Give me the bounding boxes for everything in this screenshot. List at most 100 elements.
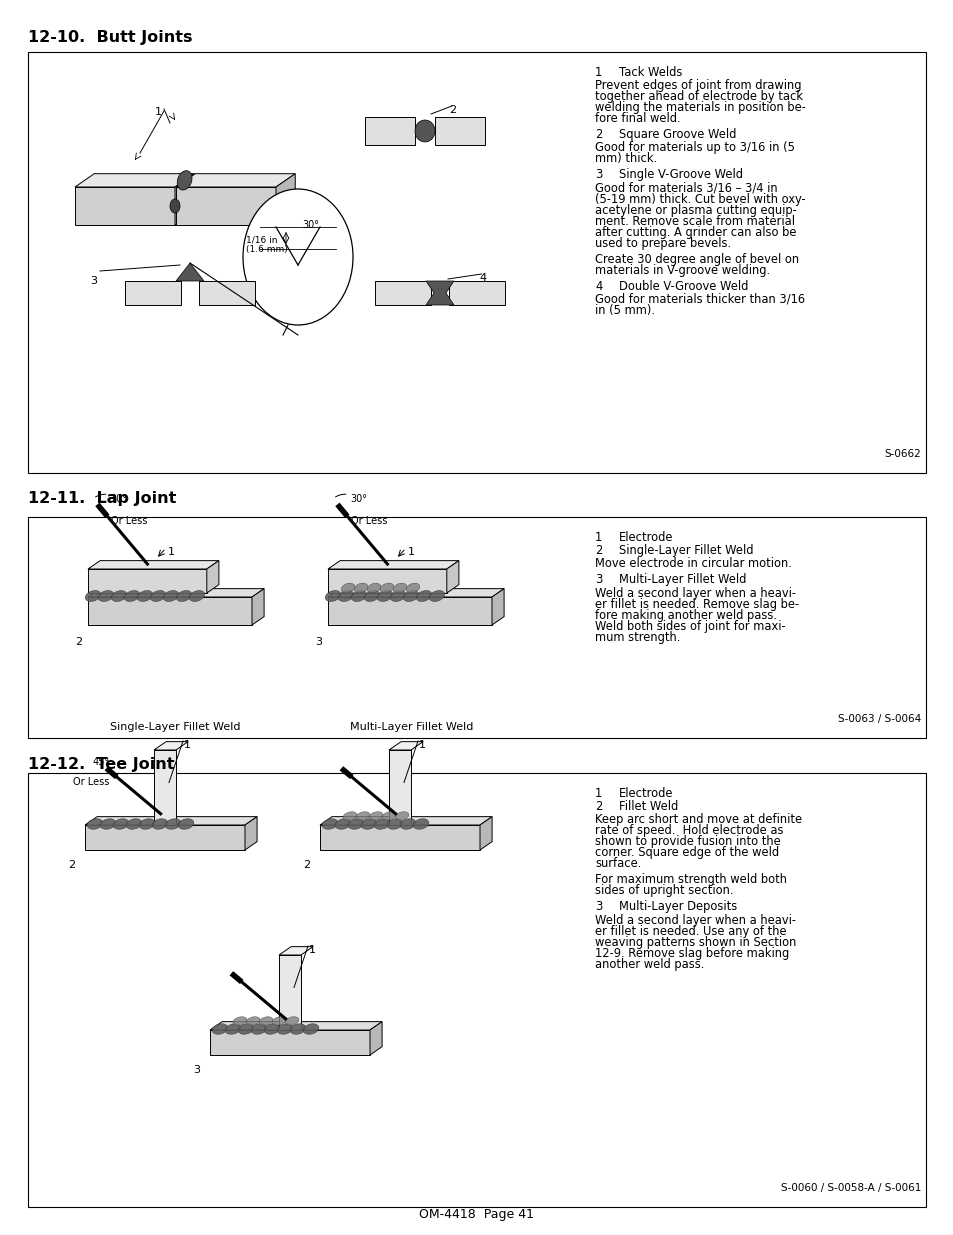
Text: together ahead of electrode by tack: together ahead of electrode by tack — [595, 90, 802, 104]
Bar — [28, 773, 925, 1207]
Text: er fillet is needed. Use any of the: er fillet is needed. Use any of the — [595, 925, 786, 937]
Text: 2: 2 — [595, 800, 601, 813]
Text: 12-9. Remove slag before making: 12-9. Remove slag before making — [595, 946, 788, 960]
Text: materials in V-groove welding.: materials in V-groove welding. — [595, 263, 769, 277]
Text: 2: 2 — [75, 637, 82, 647]
Polygon shape — [175, 186, 275, 225]
Text: 3: 3 — [90, 275, 97, 287]
Text: 1: 1 — [418, 740, 426, 750]
Text: acetylene or plasma cutting equip-: acetylene or plasma cutting equip- — [595, 204, 796, 216]
Polygon shape — [278, 947, 313, 955]
Text: Weld a second layer when a heavi-: Weld a second layer when a heavi- — [595, 587, 795, 600]
Text: 2: 2 — [68, 860, 75, 869]
Ellipse shape — [416, 590, 432, 601]
Ellipse shape — [152, 819, 168, 829]
Ellipse shape — [338, 590, 354, 601]
Ellipse shape — [403, 590, 418, 601]
Text: (1.6 mm): (1.6 mm) — [246, 245, 288, 254]
Ellipse shape — [387, 819, 402, 829]
Ellipse shape — [380, 583, 394, 593]
Polygon shape — [389, 750, 411, 825]
Ellipse shape — [341, 583, 355, 593]
Text: 3: 3 — [595, 573, 601, 587]
Text: S-0662: S-0662 — [883, 450, 920, 459]
Ellipse shape — [348, 819, 363, 829]
Text: Create 30 degree angle of bevel on: Create 30 degree angle of bevel on — [595, 252, 799, 266]
Polygon shape — [174, 174, 194, 225]
Polygon shape — [446, 561, 458, 593]
Text: 3: 3 — [314, 637, 322, 647]
Text: 12-10.  Butt Joints: 12-10. Butt Joints — [28, 30, 193, 44]
Ellipse shape — [290, 1024, 306, 1034]
Text: Prevent edges of joint from drawing: Prevent edges of joint from drawing — [595, 79, 801, 93]
Ellipse shape — [238, 1024, 253, 1034]
Ellipse shape — [399, 819, 416, 829]
Text: Good for materials 3/16 – 3/4 in: Good for materials 3/16 – 3/4 in — [595, 182, 777, 195]
Ellipse shape — [351, 590, 366, 601]
Text: 2: 2 — [595, 128, 601, 141]
Text: Keep arc short and move at definite: Keep arc short and move at definite — [595, 814, 801, 826]
Ellipse shape — [225, 1024, 240, 1034]
Text: Good for materials up to 3/16 in (5: Good for materials up to 3/16 in (5 — [595, 141, 794, 154]
Text: surface.: surface. — [595, 857, 640, 871]
Text: Multi-Layer Fillet Weld: Multi-Layer Fillet Weld — [350, 722, 473, 732]
Text: Single V-Groove Weld: Single V-Groove Weld — [618, 168, 742, 182]
Ellipse shape — [113, 819, 129, 829]
Ellipse shape — [137, 590, 152, 601]
Ellipse shape — [163, 590, 178, 601]
Text: 30°: 30° — [111, 494, 128, 504]
Text: 2: 2 — [303, 860, 310, 869]
Ellipse shape — [343, 811, 356, 820]
Text: mum strength.: mum strength. — [595, 631, 679, 643]
Text: Weld a second layer when a heavi-: Weld a second layer when a heavi- — [595, 914, 795, 926]
Text: 2: 2 — [595, 545, 601, 557]
Text: 1: 1 — [595, 787, 601, 800]
Ellipse shape — [176, 590, 192, 601]
Ellipse shape — [85, 590, 101, 601]
Text: 45°: 45° — [92, 757, 110, 767]
Text: fore making another weld pass.: fore making another weld pass. — [595, 609, 776, 621]
Text: 30°: 30° — [302, 220, 318, 230]
Ellipse shape — [285, 1016, 298, 1025]
Ellipse shape — [112, 590, 127, 601]
Bar — [375, 282, 431, 305]
Text: in (5 mm).: in (5 mm). — [595, 304, 655, 316]
Text: 1: 1 — [184, 740, 191, 750]
Text: S-0060 / S-0058-A / S-0061: S-0060 / S-0058-A / S-0061 — [780, 1183, 920, 1193]
Ellipse shape — [415, 120, 435, 142]
Bar — [199, 282, 254, 305]
Ellipse shape — [165, 819, 181, 829]
Text: Weld both sides of joint for maxi-: Weld both sides of joint for maxi- — [595, 620, 785, 632]
Ellipse shape — [178, 819, 193, 829]
Text: sides of upright section.: sides of upright section. — [595, 884, 733, 898]
Ellipse shape — [212, 1024, 228, 1034]
Text: 3: 3 — [193, 1065, 200, 1074]
Polygon shape — [210, 1030, 370, 1055]
Ellipse shape — [251, 1024, 267, 1034]
Text: 1: 1 — [168, 547, 174, 557]
Polygon shape — [328, 569, 446, 593]
Text: mm) thick.: mm) thick. — [595, 152, 657, 165]
Text: 1/16 in: 1/16 in — [246, 235, 277, 245]
Text: S-0063 / S-0064: S-0063 / S-0064 — [837, 714, 920, 724]
Ellipse shape — [390, 590, 405, 601]
Text: corner. Square edge of the weld: corner. Square edge of the weld — [595, 846, 779, 860]
Ellipse shape — [259, 1016, 273, 1025]
Text: Double V-Groove Weld: Double V-Groove Weld — [618, 279, 747, 293]
Bar — [28, 517, 925, 739]
Text: welding the materials in position be-: welding the materials in position be- — [595, 101, 805, 114]
Polygon shape — [175, 174, 294, 186]
Ellipse shape — [100, 819, 115, 829]
Polygon shape — [88, 597, 252, 625]
Ellipse shape — [126, 819, 142, 829]
Bar — [365, 117, 415, 144]
Text: Electrode: Electrode — [618, 787, 673, 800]
Ellipse shape — [98, 590, 113, 601]
Ellipse shape — [369, 811, 382, 820]
Polygon shape — [370, 1021, 382, 1055]
Bar — [28, 52, 925, 473]
Text: Single-Layer Fillet Weld: Single-Layer Fillet Weld — [110, 722, 240, 732]
Ellipse shape — [233, 1016, 247, 1025]
Ellipse shape — [303, 1024, 318, 1034]
Text: Fillet Weld: Fillet Weld — [618, 800, 678, 813]
